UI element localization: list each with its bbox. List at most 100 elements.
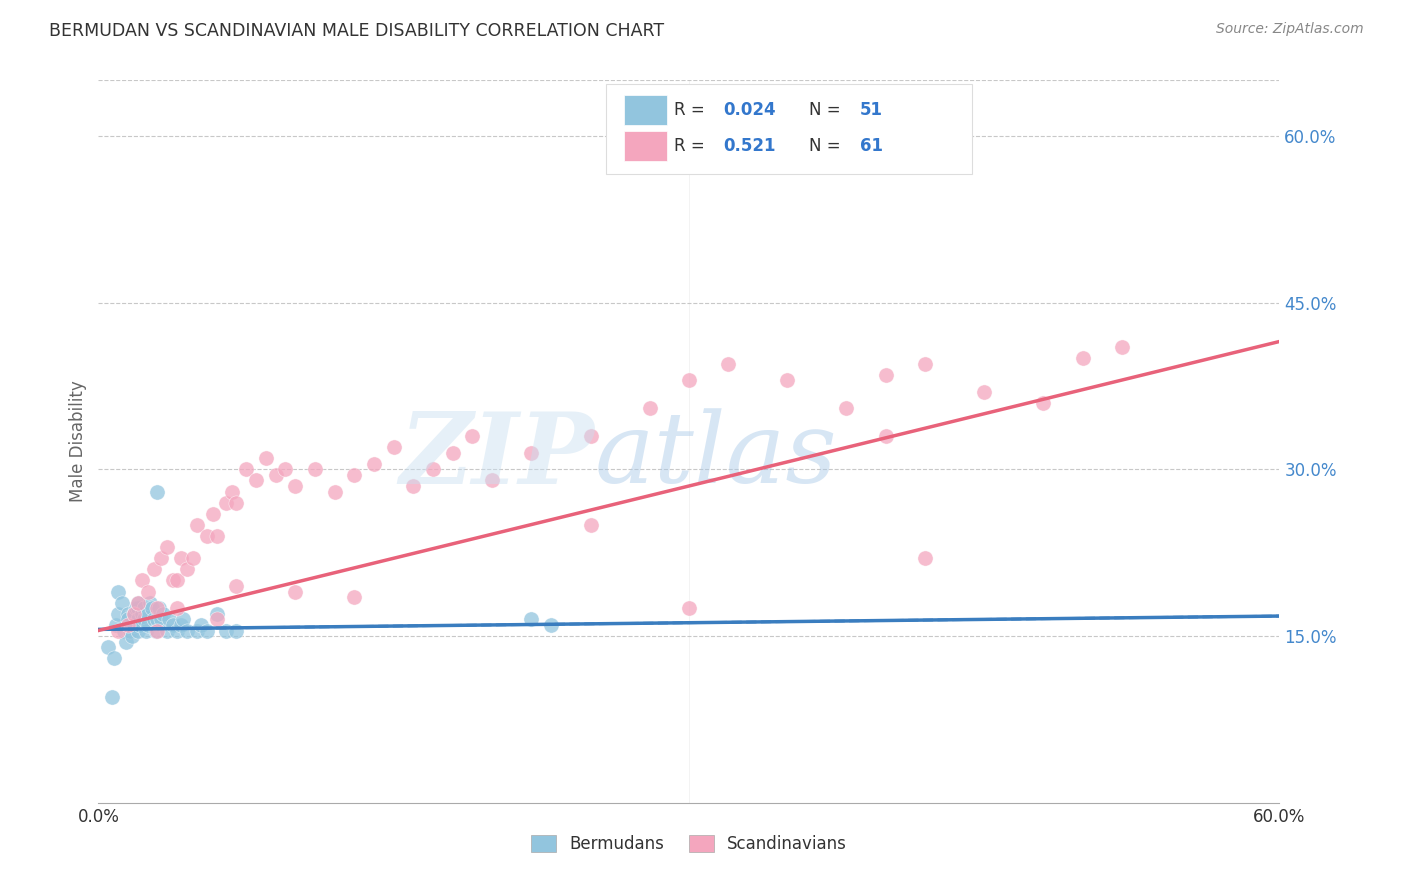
Point [520, 445, 543, 459]
Point [127, 612, 149, 626]
Point [422, 462, 444, 476]
Point [1111, 340, 1133, 354]
Point [205, 607, 228, 621]
Point [103, 651, 125, 665]
Point [215, 624, 238, 638]
Point [579, 517, 602, 532]
Point [274, 462, 297, 476]
FancyBboxPatch shape [624, 131, 666, 161]
Point [146, 601, 169, 615]
Point [1032, 395, 1054, 409]
Point [148, 601, 170, 615]
Point [245, 474, 267, 488]
Text: R =: R = [673, 137, 714, 155]
Point [138, 596, 160, 610]
Point [195, 529, 218, 543]
Point [122, 607, 145, 621]
Point [402, 479, 425, 493]
Point [135, 624, 157, 638]
Point [776, 373, 799, 387]
Text: 51: 51 [860, 101, 883, 119]
Point [118, 624, 141, 638]
Point [170, 618, 193, 632]
Point [461, 429, 484, 443]
Text: 0.024: 0.024 [723, 101, 776, 119]
Point [136, 618, 159, 632]
Point [441, 445, 464, 459]
Point [170, 551, 193, 566]
Point [152, 607, 174, 621]
Point [186, 624, 208, 638]
Point [225, 496, 247, 510]
Point [117, 607, 139, 621]
Point [540, 618, 562, 632]
Point [205, 529, 228, 543]
Point [235, 462, 257, 476]
Point [101, 690, 124, 705]
Text: N =: N = [810, 137, 846, 155]
Point [284, 584, 307, 599]
Point [128, 618, 150, 632]
Y-axis label: Male Disability: Male Disability [69, 381, 87, 502]
Point [136, 607, 159, 621]
Point [225, 579, 247, 593]
FancyBboxPatch shape [606, 84, 973, 174]
Point [363, 457, 385, 471]
Point [835, 401, 858, 416]
Point [264, 467, 287, 482]
Point [142, 612, 165, 626]
Point [112, 624, 135, 638]
Point [284, 479, 307, 493]
Point [638, 401, 661, 416]
Point [127, 596, 149, 610]
Text: 0.521: 0.521 [723, 137, 776, 155]
Point [141, 601, 163, 615]
Point [115, 634, 138, 648]
Point [122, 607, 145, 621]
Point [254, 451, 277, 466]
Point [172, 612, 194, 626]
Point [176, 624, 198, 638]
Point [156, 624, 179, 638]
Point [105, 618, 128, 632]
Point [146, 612, 169, 626]
Point [176, 562, 198, 576]
Point [973, 384, 995, 399]
Text: BERMUDAN VS SCANDINAVIAN MALE DISABILITY CORRELATION CHART: BERMUDAN VS SCANDINAVIAN MALE DISABILITY… [49, 22, 665, 40]
Text: atlas: atlas [595, 409, 837, 504]
Point [145, 624, 167, 638]
Point [1071, 351, 1094, 366]
Point [111, 596, 134, 610]
Point [166, 601, 188, 615]
Point [150, 551, 173, 566]
Legend: Bermudans, Scandinavians: Bermudans, Scandinavians [524, 828, 853, 860]
Point [150, 612, 173, 626]
Point [107, 607, 129, 621]
Point [117, 618, 139, 632]
Text: ZIP: ZIP [399, 408, 595, 504]
Point [481, 474, 503, 488]
Text: 61: 61 [860, 137, 883, 155]
FancyBboxPatch shape [624, 95, 666, 125]
Point [382, 440, 405, 454]
Point [195, 624, 218, 638]
Point [678, 601, 700, 615]
Point [127, 624, 149, 638]
Text: R =: R = [673, 101, 710, 119]
Point [142, 562, 165, 576]
Point [132, 601, 155, 615]
Point [162, 618, 184, 632]
Point [343, 590, 366, 604]
Point [146, 484, 169, 499]
Point [131, 607, 153, 621]
Point [162, 574, 184, 588]
Point [127, 601, 149, 615]
Point [157, 612, 180, 626]
Point [914, 551, 936, 566]
Point [343, 467, 366, 482]
Point [717, 357, 740, 371]
Point [132, 612, 155, 626]
Point [678, 373, 700, 387]
Point [156, 540, 179, 554]
Point [190, 618, 212, 632]
